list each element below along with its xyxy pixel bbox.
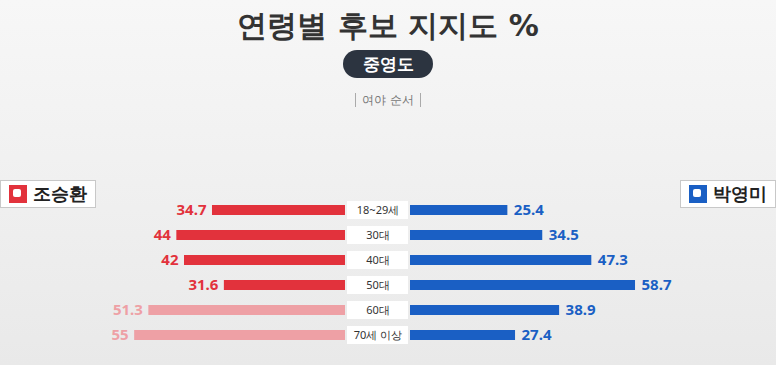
- svg-text:44: 44: [154, 224, 172, 244]
- svg-text:70세 이상: 70세 이상: [354, 327, 402, 342]
- svg-text:34.5: 34.5: [549, 224, 579, 244]
- svg-text:30대: 30대: [366, 227, 390, 242]
- html-text:여야 순서: 여야 순서: [362, 93, 414, 107]
- svg-text:55: 55: [111, 324, 128, 344]
- svg-text:31.6: 31.6: [188, 274, 218, 294]
- svg-text:58.7: 58.7: [642, 274, 672, 294]
- svg-text:18~29세: 18~29세: [357, 202, 399, 217]
- svg-text:51.3: 51.3: [113, 299, 143, 319]
- svg-text:25.4: 25.4: [514, 199, 544, 219]
- svg-text:40대: 40대: [366, 252, 390, 267]
- html-text:조승환: 조승환: [33, 183, 87, 204]
- svg-text:34.7: 34.7: [177, 199, 207, 219]
- svg-text:47.3: 47.3: [598, 249, 628, 269]
- svg-text:60대: 60대: [366, 302, 390, 317]
- html-text:연령별 후보 지지도 %: 연령별 후보 지지도 %: [237, 8, 539, 43]
- svg-text:50대: 50대: [366, 277, 390, 292]
- svg-text:38.9: 38.9: [566, 299, 596, 319]
- svg-text:27.4: 27.4: [522, 324, 552, 344]
- html-text:박영미: 박영미: [713, 183, 767, 204]
- html-text:중영도: 중영도: [362, 54, 414, 74]
- svg-text:42: 42: [161, 249, 179, 269]
